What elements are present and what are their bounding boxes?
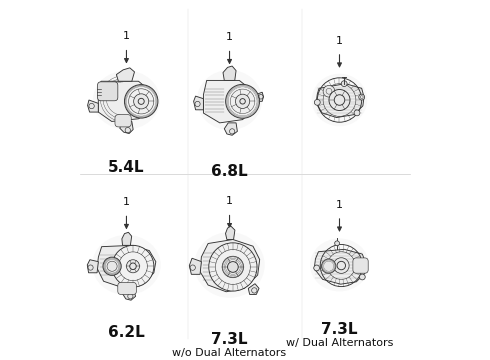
Circle shape [354, 110, 360, 116]
Text: 5.4L: 5.4L [108, 160, 145, 175]
Polygon shape [117, 68, 134, 81]
FancyBboxPatch shape [115, 115, 131, 127]
Polygon shape [98, 81, 154, 121]
Polygon shape [122, 232, 132, 246]
Text: 1: 1 [226, 196, 233, 206]
Polygon shape [314, 249, 366, 284]
Circle shape [341, 81, 347, 86]
Polygon shape [225, 226, 235, 239]
Circle shape [359, 94, 365, 100]
Circle shape [329, 90, 350, 111]
Text: 1: 1 [336, 36, 343, 46]
Polygon shape [88, 100, 98, 112]
Polygon shape [256, 92, 264, 101]
Ellipse shape [92, 235, 161, 295]
Circle shape [134, 94, 149, 109]
Polygon shape [194, 96, 203, 110]
Polygon shape [120, 121, 133, 134]
Circle shape [236, 94, 250, 108]
Circle shape [222, 256, 244, 278]
Text: 7.3L: 7.3L [211, 332, 248, 347]
Circle shape [323, 85, 335, 97]
Text: 1: 1 [226, 32, 233, 42]
Circle shape [112, 246, 154, 287]
Ellipse shape [197, 70, 262, 130]
Circle shape [124, 85, 158, 118]
Polygon shape [316, 84, 364, 117]
Circle shape [334, 258, 349, 273]
Circle shape [335, 241, 340, 246]
Ellipse shape [310, 238, 369, 291]
Polygon shape [224, 123, 237, 135]
Polygon shape [87, 260, 98, 273]
Circle shape [103, 257, 121, 275]
Circle shape [315, 99, 320, 105]
Circle shape [360, 274, 365, 280]
Text: 6.8L: 6.8L [211, 163, 248, 179]
Polygon shape [189, 258, 201, 274]
FancyBboxPatch shape [353, 258, 368, 273]
Text: 1: 1 [123, 31, 130, 41]
Polygon shape [200, 239, 260, 292]
Circle shape [225, 84, 260, 118]
FancyBboxPatch shape [98, 82, 118, 101]
Polygon shape [248, 284, 259, 294]
Polygon shape [203, 80, 257, 123]
Circle shape [126, 260, 140, 273]
Polygon shape [97, 246, 156, 288]
Ellipse shape [195, 232, 265, 298]
Text: 1: 1 [336, 200, 343, 210]
Circle shape [321, 259, 336, 273]
Polygon shape [223, 66, 236, 80]
Ellipse shape [312, 74, 367, 126]
Text: 6.2L: 6.2L [108, 325, 145, 340]
Text: w/o Dual Alternators: w/o Dual Alternators [172, 348, 287, 359]
Circle shape [314, 265, 319, 271]
Text: 1: 1 [123, 197, 130, 207]
Text: w/ Dual Alternators: w/ Dual Alternators [286, 338, 393, 348]
Circle shape [209, 243, 257, 291]
Circle shape [227, 262, 238, 272]
FancyBboxPatch shape [118, 282, 136, 294]
Polygon shape [122, 288, 136, 300]
Text: 7.3L: 7.3L [321, 321, 358, 337]
Ellipse shape [93, 71, 160, 130]
Circle shape [361, 261, 367, 267]
